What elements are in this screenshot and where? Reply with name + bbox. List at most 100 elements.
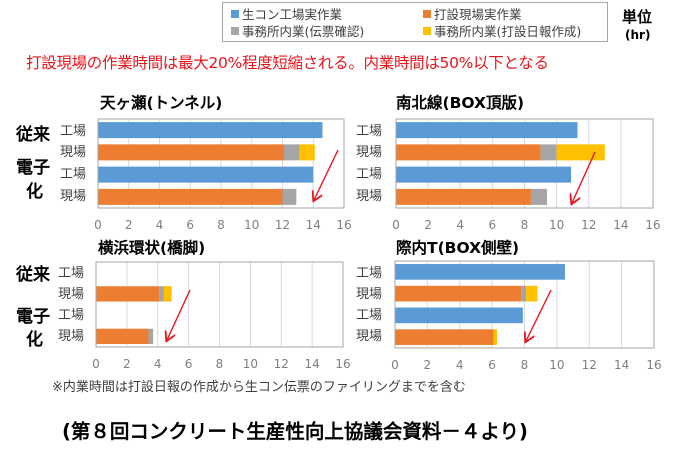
x-tick-label: 0 xyxy=(92,357,100,371)
reduction-arrow-icon xyxy=(572,151,596,203)
x-tick-label: 10 xyxy=(244,218,259,232)
x-tick-label: 8 xyxy=(521,218,529,232)
unit-value: (hr) xyxy=(625,28,651,42)
reduction-arrow-icon xyxy=(167,289,191,340)
x-tick-label: 2 xyxy=(125,218,133,232)
bar-segment xyxy=(396,188,531,205)
x-tick-label: 14 xyxy=(304,357,319,371)
group-label-digital: 電子 xyxy=(16,307,50,327)
row-label: 工場 xyxy=(60,124,87,139)
bar-segment xyxy=(521,285,527,302)
legend-swatch-orange xyxy=(423,10,431,18)
x-tick-label: 10 xyxy=(549,358,564,372)
bar-segment xyxy=(98,188,283,205)
source-citation: (第８回コンクリート生産性向上協議会資料－４より) xyxy=(62,420,528,443)
x-tick-label: 12 xyxy=(582,358,597,372)
group-label-digital-2: 化 xyxy=(26,182,43,202)
bar-segment xyxy=(98,144,285,161)
x-tick-label: 2 xyxy=(424,218,432,232)
group-label-conventional: 従来 xyxy=(16,125,50,145)
bar-segment xyxy=(284,144,300,161)
x-tick-label: 14 xyxy=(614,358,629,372)
footnote: ※内業時間は打設日報の作成から生コン伝票のファイリングまでを含む xyxy=(52,380,466,395)
legend-item-plant-work: 生コン工場実作業 xyxy=(231,8,342,22)
x-tick-label: 4 xyxy=(156,218,164,232)
legend-item-office-report: 事務所内業(打設日報作成) xyxy=(423,25,581,39)
unit-label: 単位 xyxy=(622,8,653,26)
legend-swatch-yellow xyxy=(423,27,431,35)
row-label: 工場 xyxy=(60,167,87,182)
row-label: 現場 xyxy=(356,329,383,344)
x-tick-label: 8 xyxy=(217,218,225,232)
bar-segment xyxy=(96,286,160,302)
row-label: 現場 xyxy=(60,145,87,160)
bar-segment xyxy=(98,122,323,139)
chart-title-2: 南北線(BOX頂版) xyxy=(396,94,525,112)
x-tick-label: 12 xyxy=(274,357,289,371)
x-tick-label: 16 xyxy=(646,358,661,372)
plot-frame xyxy=(97,118,345,209)
bar-segment xyxy=(556,144,605,161)
row-label: 工場 xyxy=(356,167,383,182)
x-tick-label: 4 xyxy=(154,357,162,371)
x-tick-label: 0 xyxy=(392,218,400,232)
x-tick-label: 10 xyxy=(549,218,564,232)
bar-segment xyxy=(282,188,297,205)
row-label: 現場 xyxy=(58,329,85,344)
row-label: 工場 xyxy=(58,308,85,323)
row-label: 現場 xyxy=(58,287,85,302)
x-tick-label: 6 xyxy=(185,357,193,371)
bar-segment xyxy=(395,307,523,324)
x-tick-label: 16 xyxy=(336,218,351,232)
x-tick-label: 12 xyxy=(275,218,290,232)
row-label: 現場 xyxy=(60,189,87,204)
legend-item-site-work: 打設現場実作業 xyxy=(423,8,522,22)
bar-segment xyxy=(98,166,314,183)
x-tick-label: 0 xyxy=(94,218,102,232)
legend-label: 事務所内業(打設日報作成) xyxy=(434,24,582,39)
x-tick-label: 14 xyxy=(613,218,628,232)
bar-segment xyxy=(159,286,164,302)
bar-segment xyxy=(526,285,538,302)
bar-segment xyxy=(396,166,572,183)
chart-title-4: 際内T(BOX側壁) xyxy=(396,239,520,257)
x-tick-label: 4 xyxy=(456,358,464,372)
row-label: 現場 xyxy=(356,189,383,204)
bar-segment xyxy=(395,285,522,302)
x-tick-label: 8 xyxy=(216,357,224,371)
bar-segment xyxy=(148,328,154,345)
x-tick-label: 2 xyxy=(424,358,432,372)
x-tick-label: 6 xyxy=(488,358,496,372)
legend-label: 生コン工場実作業 xyxy=(242,7,343,22)
legend-swatch-blue xyxy=(231,10,239,18)
bar-segment xyxy=(493,329,497,345)
legend-label: 事務所内業(伝票確認) xyxy=(242,24,365,39)
x-tick-label: 10 xyxy=(243,357,258,371)
bar-segment xyxy=(299,144,315,161)
x-tick-label: 16 xyxy=(645,218,660,232)
legend-label: 打設現場実作業 xyxy=(434,7,522,22)
x-tick-label: 6 xyxy=(489,218,497,232)
bar-segment xyxy=(395,264,565,280)
plot-frame xyxy=(394,260,655,349)
reduction-arrow-icon xyxy=(526,289,552,341)
bar-segment xyxy=(530,188,547,205)
x-tick-label: 16 xyxy=(335,357,350,371)
bar-segment xyxy=(396,122,578,139)
bar-segment xyxy=(163,286,172,302)
row-label: 現場 xyxy=(356,287,383,302)
chart-title-1: 天ヶ瀬(トンネル) xyxy=(100,94,223,112)
row-label: 現場 xyxy=(356,145,383,160)
bar-segment xyxy=(540,144,557,161)
x-tick-label: 14 xyxy=(306,218,321,232)
x-tick-label: 6 xyxy=(186,218,194,232)
headline: 打設現場の作業時間は最大20%程度短縮される。内業時間は50%以下となる xyxy=(26,54,549,72)
row-label: 工場 xyxy=(58,266,85,281)
x-tick-label: 2 xyxy=(123,357,131,371)
legend: 生コン工場実作業 打設現場実作業 事務所内業(伝票確認) 事務所内業(打設日報作… xyxy=(222,2,608,42)
x-tick-label: 0 xyxy=(391,358,399,372)
legend-swatch-gray xyxy=(231,27,239,35)
x-tick-label: 12 xyxy=(581,218,596,232)
group-label-conventional: 従来 xyxy=(16,265,50,285)
